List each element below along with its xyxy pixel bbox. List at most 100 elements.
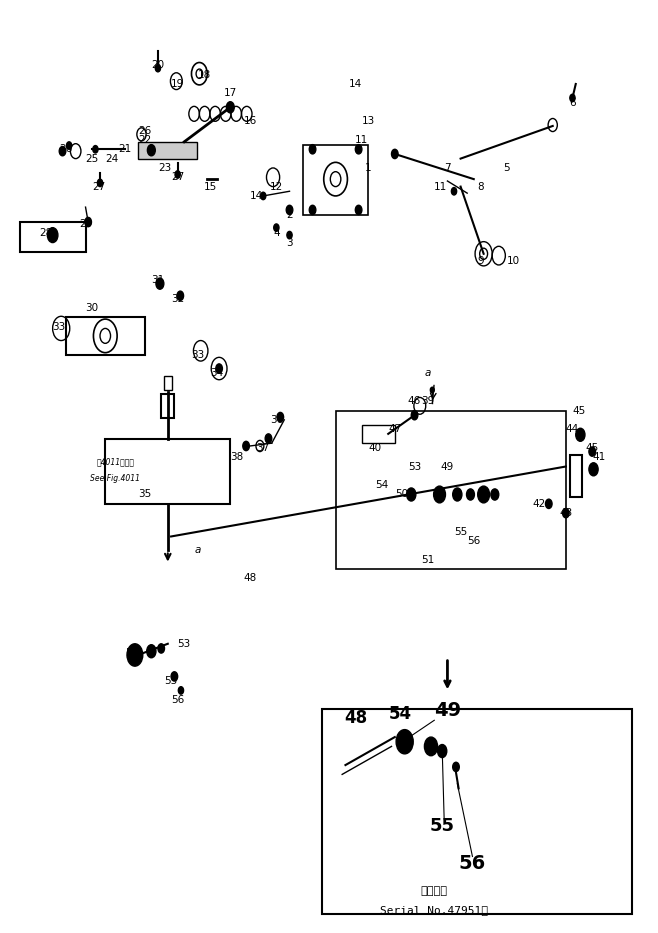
Text: 56: 56 [171,695,184,704]
Text: 27: 27 [92,182,105,191]
Bar [570,455,582,496]
Text: 29: 29 [79,219,92,229]
Circle shape [47,228,58,243]
Circle shape [424,737,438,756]
Circle shape [265,434,272,443]
Text: 49: 49 [434,702,461,720]
Circle shape [434,486,445,503]
Text: 13: 13 [362,117,375,126]
Circle shape [243,441,249,451]
Circle shape [171,672,178,681]
Text: 51: 51 [421,555,434,564]
Text: 53: 53 [408,462,421,471]
Text: 45: 45 [586,443,599,453]
Text: 35: 35 [138,490,151,499]
Text: 24: 24 [105,154,118,163]
Circle shape [178,687,184,694]
Text: 33: 33 [191,350,204,359]
Text: 33: 33 [53,322,66,331]
Text: 21: 21 [118,145,132,154]
Circle shape [430,387,434,393]
Text: 7: 7 [444,163,451,173]
Circle shape [453,488,462,501]
Text: 4: 4 [273,229,280,238]
Text: 49: 49 [441,462,454,471]
Polygon shape [138,142,197,159]
Circle shape [453,762,459,772]
Text: 36: 36 [270,415,283,425]
Circle shape [589,447,595,456]
Circle shape [147,145,155,156]
Circle shape [155,64,161,72]
Circle shape [158,644,164,653]
Text: a: a [424,369,431,378]
Circle shape [85,217,91,227]
Text: 38: 38 [230,453,243,462]
Circle shape [355,205,362,215]
Circle shape [570,94,575,102]
Text: 45: 45 [572,406,586,415]
Circle shape [355,145,362,154]
Text: 32: 32 [171,294,184,303]
Text: 34: 34 [211,369,224,378]
Text: 9: 9 [477,257,484,266]
Circle shape [274,224,279,231]
Circle shape [545,499,552,508]
Text: 10: 10 [507,257,520,266]
Text: 12: 12 [270,182,283,191]
Text: See Fig.4011: See Fig.4011 [90,474,140,483]
Text: 37: 37 [257,443,270,453]
Circle shape [451,188,457,195]
Text: 30: 30 [86,303,99,313]
Bar [164,376,172,390]
Circle shape [286,205,293,215]
Text: 54: 54 [375,480,388,490]
Circle shape [93,146,98,153]
Circle shape [261,192,266,200]
Text: 31: 31 [151,275,164,285]
Text: 42: 42 [533,499,546,508]
Circle shape [277,412,284,422]
Circle shape [392,149,398,159]
Text: 48: 48 [243,574,257,583]
Text: 40: 40 [368,443,382,453]
Text: 適用号機: 適用号機 [420,886,448,896]
Text: 围4011図参照: 围4011図参照 [96,457,134,466]
Bar [322,709,632,914]
Circle shape [491,489,499,500]
Text: Serial No.47951～: Serial No.47951～ [380,905,488,914]
Circle shape [309,205,316,215]
Text: 55: 55 [454,527,467,536]
Text: 18: 18 [197,70,211,79]
Circle shape [97,179,103,187]
Text: 25: 25 [86,154,99,163]
Text: 14: 14 [349,79,362,89]
Text: 41: 41 [592,453,605,462]
Text: 53: 53 [178,639,191,648]
Circle shape [309,145,316,154]
Text: 16: 16 [243,117,257,126]
Circle shape [396,730,413,754]
Text: 2: 2 [286,210,293,219]
Circle shape [411,411,418,420]
Text: 26: 26 [138,126,151,135]
Text: 46: 46 [408,397,421,406]
Text: 48: 48 [343,709,367,728]
Text: 5: 5 [503,163,510,173]
Text: 11: 11 [434,182,447,191]
Text: 39: 39 [421,397,434,406]
Bar [161,394,174,418]
Text: 54: 54 [388,704,412,723]
Circle shape [59,146,66,156]
Text: 22: 22 [138,135,151,145]
Text: 55: 55 [164,676,178,686]
Circle shape [438,745,447,758]
Circle shape [127,644,143,666]
Text: 27: 27 [171,173,184,182]
Circle shape [563,508,569,518]
Text: 26: 26 [59,145,72,154]
Circle shape [175,171,180,178]
Circle shape [147,645,156,658]
Circle shape [478,486,490,503]
Text: 28: 28 [39,229,53,238]
